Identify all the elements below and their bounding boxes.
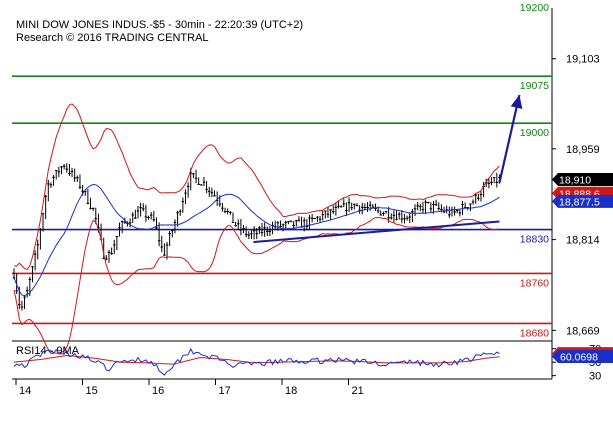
price-tick-label-18,669: 18,669 — [566, 325, 600, 337]
support-trendline — [253, 220, 500, 244]
price-tag-bg — [552, 194, 613, 208]
price-tick-label-19,103: 19,103 — [566, 54, 600, 66]
price-series — [12, 163, 501, 311]
time-axis: 14 15 16 17 18 21 — [15, 379, 364, 397]
horizontal-levels: 19200 19075 19000 18830 18760 18680 — [12, 2, 552, 339]
rsi-axis: 70503062.820560.0698 — [552, 344, 613, 383]
time-tick-label-14: 14 — [19, 385, 31, 397]
moving-average — [13, 183, 500, 297]
time-tick-label-16: 16 — [152, 385, 164, 397]
price-tag-label: 18,877.5 — [559, 196, 600, 208]
price-tick-label-18,814: 18,814 — [566, 235, 600, 247]
price-tag-label: 18,910 — [559, 175, 591, 187]
time-tick-label-17: 17 — [219, 385, 231, 397]
rsi-tag-bg — [552, 349, 613, 363]
bollinger-upper — [13, 103, 500, 270]
price-tag-bg — [552, 173, 613, 187]
time-tick-label-18: 18 — [285, 385, 297, 397]
rsi-series — [13, 347, 500, 376]
level-label-19075: 19075 — [520, 80, 549, 92]
rsi-tag-label: 60.0698 — [560, 351, 598, 363]
chart-title: MINI DOW JONES INDUS.-$5 - 30min - 22:20… — [16, 19, 303, 31]
level-label-18830: 18830 — [520, 234, 549, 246]
level-label-18680: 18680 — [520, 327, 549, 339]
forecast-arrow-shaft — [498, 94, 521, 183]
level-label-18760: 18760 — [520, 277, 549, 289]
price-tick-label-18,959: 18,959 — [566, 144, 600, 156]
time-tick-label-21: 21 — [352, 385, 364, 397]
time-tick-label-15: 15 — [86, 385, 98, 397]
level-label-19200: 19200 — [520, 2, 549, 14]
price-axis: 19,103 18,959 18,814 18,669 — [552, 54, 600, 337]
overlays — [13, 94, 523, 354]
level-label-19000: 19000 — [520, 127, 549, 139]
rsi-title: RSI14 - 9MA — [16, 345, 80, 357]
rsi-line — [13, 347, 500, 376]
rsi-tick-label-30: 30 — [589, 371, 601, 383]
chart-copyright: Research © 2016 TRADING CENTRAL — [16, 32, 209, 44]
forecast-arrow-head — [510, 95, 523, 109]
